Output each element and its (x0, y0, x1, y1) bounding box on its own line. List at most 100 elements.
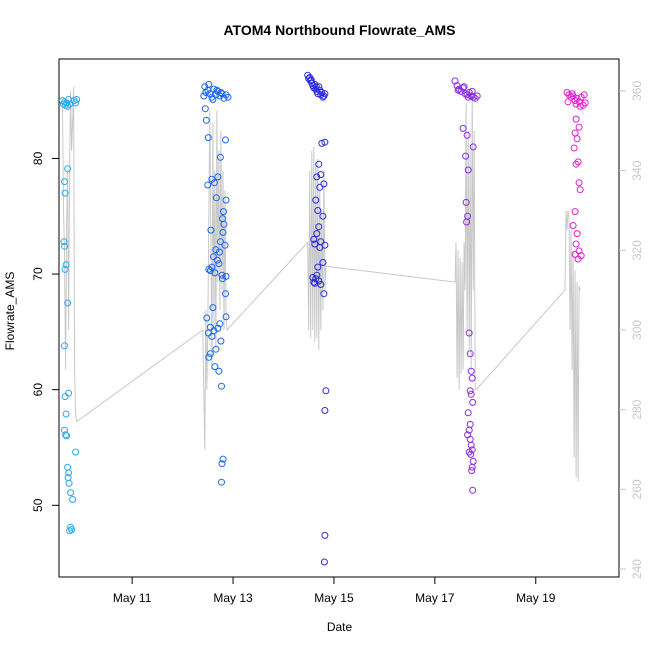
data-point-g2-38 (314, 263, 322, 271)
data-point-g1-62 (211, 363, 219, 371)
data-point-g0-14 (60, 238, 68, 246)
data-point-g4-25 (569, 222, 577, 229)
data-point-g0-31 (69, 496, 77, 503)
data-point-g3-30 (469, 398, 477, 406)
data-point-g1-58 (217, 337, 225, 345)
data-point-g2-14 (318, 89, 326, 96)
data-point-g1-16 (213, 86, 221, 94)
data-point-g1-9 (218, 90, 226, 98)
data-point-g0-26 (64, 463, 72, 471)
y2-tick-label-2: 280 (630, 399, 644, 419)
data-point-g2-49 (321, 531, 329, 539)
data-point-g3-18 (469, 143, 477, 151)
data-point-g3-12 (454, 86, 462, 94)
data-point-g1-27 (212, 194, 220, 202)
data-point-g2-10 (314, 90, 322, 98)
data-point-g2-17 (321, 90, 329, 98)
data-point-g2-37 (319, 259, 327, 266)
data-point-g1-34 (216, 238, 224, 246)
data-point-g2-22 (315, 160, 323, 168)
points-layer (59, 71, 589, 566)
data-point-g3-42 (468, 467, 476, 475)
data-point-g3-31 (464, 409, 472, 417)
data-point-g3-21 (462, 198, 470, 206)
data-point-g1-67 (218, 478, 225, 486)
data-point-g2-18 (307, 76, 315, 84)
data-point-g1-15 (209, 96, 217, 103)
data-point-g4-9 (581, 99, 589, 107)
data-point-g0-17 (61, 265, 69, 273)
data-point-g1-61 (205, 353, 213, 361)
y-tick-label-0: 50 (31, 498, 45, 512)
data-point-g4-14 (580, 91, 588, 99)
y-tick-label-1: 60 (31, 383, 45, 397)
data-point-g2-23 (317, 171, 325, 179)
x-tick-label-1: May 13 (213, 591, 253, 605)
data-point-g1-25 (210, 179, 218, 187)
data-point-g2-46 (320, 290, 328, 298)
data-point-g3-16 (459, 124, 467, 132)
data-point-g3-36 (467, 441, 475, 449)
y2-tick-label-1: 260 (630, 479, 644, 499)
y2-tick-label-3: 300 (630, 320, 644, 340)
data-point-g4-12 (572, 100, 580, 108)
data-point-g3-25 (466, 350, 474, 358)
data-point-g1-20 (204, 134, 212, 142)
data-point-g2-25 (320, 180, 328, 188)
y-axis-title: Flowrate_AMS (3, 272, 17, 351)
data-point-g4-0 (563, 89, 571, 96)
data-point-g2-27 (312, 196, 320, 204)
data-point-g0-5 (64, 102, 72, 110)
data-point-g2-15 (319, 93, 327, 101)
data-point-g3-29 (467, 390, 475, 398)
data-point-g0-30 (67, 489, 75, 497)
data-point-g4-26 (573, 230, 581, 238)
data-point-g4-23 (576, 186, 584, 194)
data-point-g1-65 (219, 455, 227, 463)
data-point-g2-20 (318, 139, 326, 147)
data-point-g1-63 (215, 367, 223, 375)
data-point-g1-43 (211, 269, 219, 277)
data-point-g2-0 (304, 71, 312, 79)
y-tick-label-2: 70 (31, 267, 45, 281)
data-point-g1-36 (212, 246, 220, 254)
data-point-g0-20 (65, 389, 73, 397)
data-point-g1-32 (207, 226, 215, 234)
y-axis-right: 240 260 280 300 320 340 360 (619, 81, 644, 579)
data-point-g2-21 (321, 138, 329, 146)
data-point-g1-19 (202, 116, 210, 124)
data-point-g3-33 (465, 426, 473, 434)
chart-title: ATOM4 Northbound Flowrate_AMS (223, 22, 455, 38)
data-point-g0-18 (64, 299, 72, 307)
data-point-g1-60 (206, 350, 214, 358)
data-point-g0-19 (61, 342, 68, 350)
data-point-g2-24 (313, 173, 321, 181)
data-point-g1-66 (218, 460, 226, 468)
data-point-g0-15 (61, 242, 68, 250)
x-axis: May 11 May 13 May 15 May 17 May 19 (113, 577, 556, 605)
data-point-g4-24 (571, 208, 579, 216)
data-point-g1-48 (222, 290, 229, 298)
data-point-g3-28 (466, 387, 474, 395)
data-point-g4-17 (571, 129, 579, 137)
y-tick-label-3: 80 (31, 151, 45, 165)
data-point-g3-10 (471, 94, 479, 102)
data-point-g1-56 (204, 329, 212, 337)
data-point-g3-32 (466, 420, 474, 428)
data-point-g1-14 (205, 80, 213, 88)
data-point-g1-31 (220, 220, 228, 228)
data-point-g0-11 (61, 178, 68, 186)
plot-frame (58, 58, 620, 578)
data-point-g2-29 (319, 212, 327, 220)
data-point-g4-16 (575, 123, 583, 131)
data-point-g2-33 (311, 240, 319, 248)
data-point-g0-22 (62, 410, 70, 418)
data-point-g1-55 (216, 320, 224, 328)
data-point-g3-27 (468, 374, 476, 382)
data-point-g1-53 (214, 324, 222, 332)
data-point-g4-21 (572, 160, 580, 168)
x-axis-title: Date (327, 620, 353, 634)
data-point-g4-4 (571, 97, 579, 105)
data-point-g0-29 (65, 479, 73, 487)
